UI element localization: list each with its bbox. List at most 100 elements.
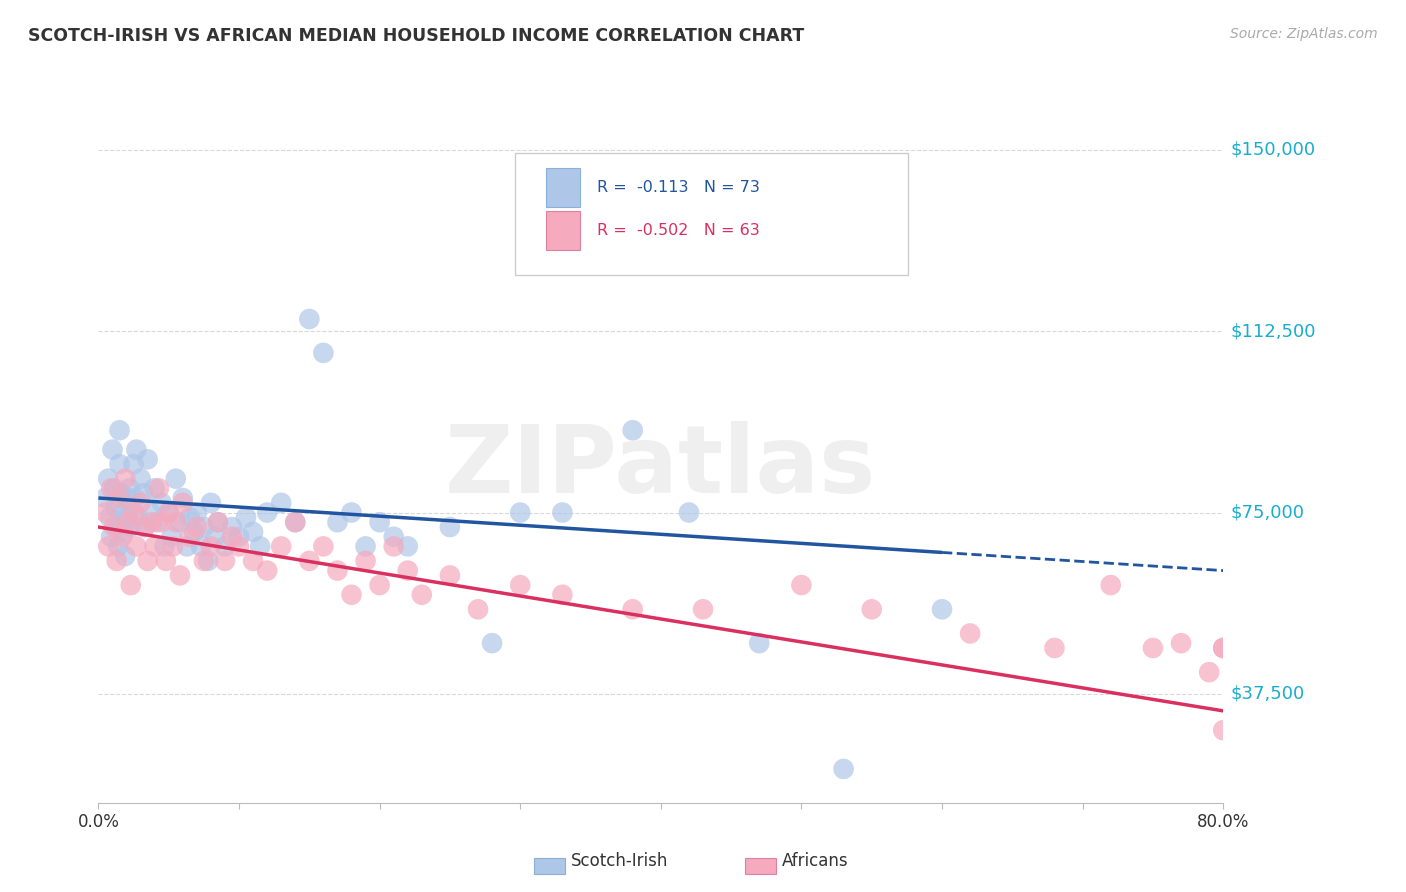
Point	[551, 588, 574, 602]
FancyBboxPatch shape	[515, 153, 908, 275]
Point	[1099, 578, 1122, 592]
Point	[340, 588, 363, 602]
Point	[382, 530, 405, 544]
Point	[186, 520, 208, 534]
Point	[120, 520, 142, 534]
Point	[165, 472, 187, 486]
Point	[160, 530, 183, 544]
Point	[284, 515, 307, 529]
Point	[221, 520, 243, 534]
Point	[678, 506, 700, 520]
Point	[235, 510, 257, 524]
Point	[143, 481, 166, 495]
Point	[100, 530, 122, 544]
Point	[105, 520, 128, 534]
Point	[200, 496, 222, 510]
Point	[172, 496, 194, 510]
Text: Source: ZipAtlas.com: Source: ZipAtlas.com	[1230, 27, 1378, 41]
Point	[368, 515, 391, 529]
Point	[114, 549, 136, 563]
Point	[193, 520, 215, 534]
Point	[1142, 640, 1164, 655]
Point	[136, 554, 159, 568]
Point	[108, 491, 131, 505]
Point	[111, 506, 134, 520]
Point	[200, 540, 222, 554]
Text: SCOTCH-IRISH VS AFRICAN MEDIAN HOUSEHOLD INCOME CORRELATION CHART: SCOTCH-IRISH VS AFRICAN MEDIAN HOUSEHOLD…	[28, 27, 804, 45]
Point	[122, 457, 145, 471]
Point	[103, 520, 125, 534]
Text: $150,000: $150,000	[1230, 141, 1316, 159]
Point	[129, 472, 152, 486]
Point	[157, 506, 180, 520]
Point	[115, 491, 138, 505]
Point	[162, 540, 184, 554]
Point	[104, 500, 127, 515]
Point	[382, 540, 405, 554]
Point	[108, 457, 131, 471]
Point	[204, 530, 226, 544]
Point	[143, 540, 166, 554]
Text: $37,500: $37,500	[1230, 685, 1305, 703]
Point	[551, 506, 574, 520]
Point	[94, 506, 117, 520]
Point	[190, 540, 212, 554]
Point	[1212, 723, 1234, 738]
Point	[249, 540, 271, 554]
Text: Scotch-Irish: Scotch-Irish	[571, 852, 668, 870]
Point	[179, 530, 201, 544]
Point	[214, 554, 236, 568]
Point	[136, 452, 159, 467]
Point	[242, 524, 264, 539]
Point	[481, 636, 503, 650]
Point	[509, 506, 531, 520]
Text: Africans: Africans	[782, 852, 848, 870]
Point	[298, 554, 321, 568]
Point	[1043, 640, 1066, 655]
Point	[150, 496, 173, 510]
Point	[692, 602, 714, 616]
Point	[108, 423, 131, 437]
Point	[118, 481, 141, 495]
Point	[150, 515, 173, 529]
Point	[122, 506, 145, 520]
Point	[193, 554, 215, 568]
Point	[959, 626, 981, 640]
Point	[207, 515, 229, 529]
Point	[105, 554, 128, 568]
Point	[354, 540, 377, 554]
Point	[860, 602, 883, 616]
Point	[186, 506, 208, 520]
Point	[326, 564, 349, 578]
Point	[148, 481, 170, 495]
Point	[621, 602, 644, 616]
Point	[97, 540, 120, 554]
Point	[368, 578, 391, 592]
Point	[94, 491, 117, 505]
Point	[221, 530, 243, 544]
Text: R =  -0.113   N = 73: R = -0.113 N = 73	[596, 180, 759, 194]
Point	[326, 515, 349, 529]
Point	[117, 510, 139, 524]
Point	[139, 506, 162, 520]
Point	[169, 515, 191, 529]
Point	[256, 564, 278, 578]
Point	[120, 578, 142, 592]
Text: R =  -0.502   N = 63: R = -0.502 N = 63	[596, 223, 759, 237]
Point	[748, 636, 770, 650]
Point	[1212, 640, 1234, 655]
Point	[103, 481, 125, 495]
Point	[132, 486, 155, 500]
Point	[396, 540, 419, 554]
Point	[114, 472, 136, 486]
Point	[112, 524, 135, 539]
Point	[134, 520, 156, 534]
Point	[312, 346, 335, 360]
Point	[107, 540, 129, 554]
Point	[228, 540, 250, 554]
Point	[127, 510, 149, 524]
Point	[312, 540, 335, 554]
Point	[141, 515, 163, 529]
Point	[284, 515, 307, 529]
Point	[396, 564, 419, 578]
